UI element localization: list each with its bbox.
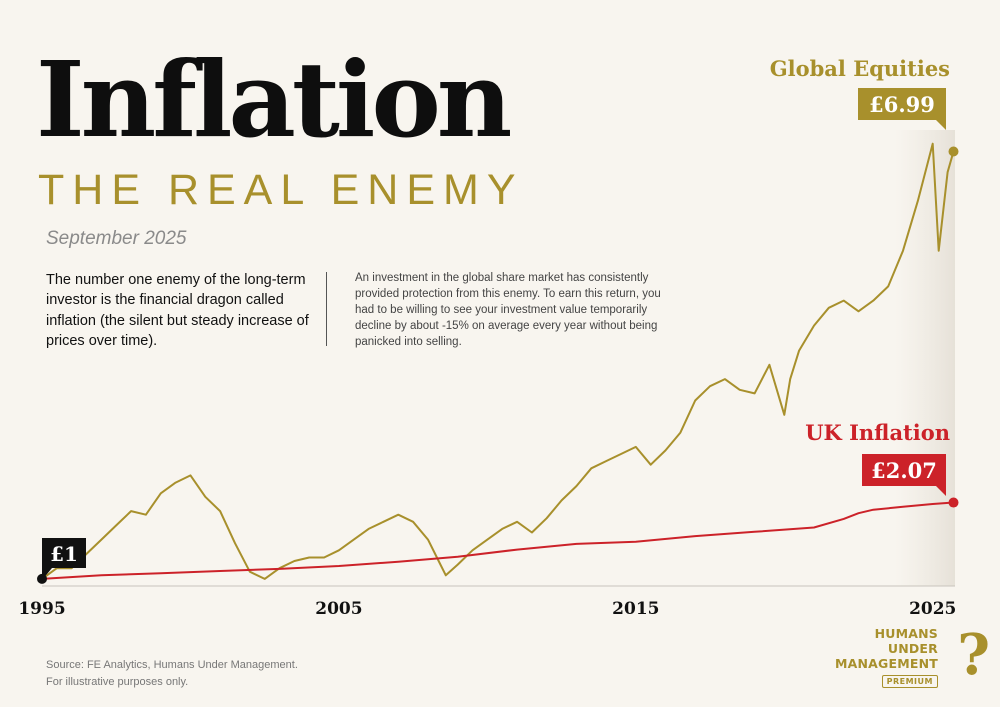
start-marker xyxy=(37,573,47,584)
end-value-box xyxy=(862,454,946,486)
logo-wordmark: HUMANS UNDER MANAGEMENT xyxy=(834,626,938,671)
series-name-label: Global Equities xyxy=(770,56,950,81)
series-end-marker xyxy=(948,497,959,508)
intro-text: The number one enemy of the long-term in… xyxy=(46,272,309,349)
premium-badge: PREMIUM xyxy=(881,675,938,688)
start-value-box xyxy=(42,538,86,568)
publication-date: September 2025 xyxy=(46,228,187,249)
series-end-marker xyxy=(948,146,959,157)
page-subtitle: THE REAL ENEMY xyxy=(38,166,524,214)
series-line xyxy=(41,501,954,580)
end-value-label: £6.99 xyxy=(869,92,935,117)
x-tick-label: 2025 xyxy=(909,599,956,619)
start-value-label: £1 xyxy=(50,542,78,566)
source-line: Source: FE Analytics, Humans Under Manag… xyxy=(46,659,298,671)
description-text: An investment in the global share market… xyxy=(355,272,661,349)
x-tick-label: 2005 xyxy=(315,599,362,619)
head-question-mark-icon: ? xyxy=(957,622,990,688)
x-tick-label: 1995 xyxy=(18,599,65,619)
end-value-pointer xyxy=(936,120,946,130)
series-name-label: UK Inflation xyxy=(805,420,950,445)
end-value-label: £2.07 xyxy=(871,458,937,483)
end-value-pointer xyxy=(936,486,946,496)
logo-line-2: UNDER xyxy=(887,640,938,656)
chart-shade xyxy=(895,130,955,586)
end-value-box xyxy=(858,88,946,120)
disclaimer-line: For illustrative purposes only. xyxy=(46,675,189,688)
x-tick-label: 2015 xyxy=(612,599,659,619)
logo-line-1: HUMANS xyxy=(874,626,938,641)
source-note: Source: FE Analytics, Humans Under Manag… xyxy=(46,657,346,690)
series-line xyxy=(41,142,955,580)
logo-line-3: MANAGEMENT xyxy=(834,655,938,671)
text-divider xyxy=(326,272,327,346)
page-title: Inflation xyxy=(36,38,512,161)
brand-logo: HUMANS UNDER MANAGEMENT PREMIUM ? xyxy=(834,622,996,689)
